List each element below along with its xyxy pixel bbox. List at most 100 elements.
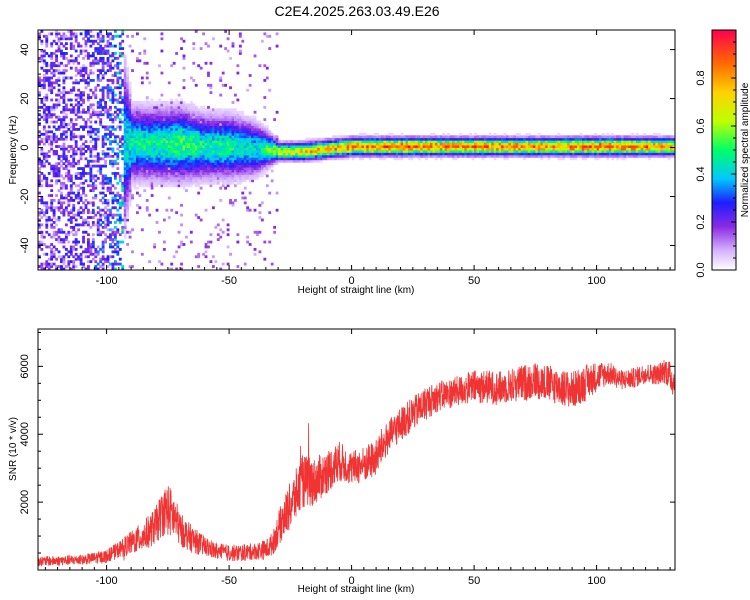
spectrogram-cell	[398, 135, 401, 139]
spectrogram-cell	[243, 152, 247, 156]
spectrogram-cell	[354, 145, 357, 148]
spectrogram-cell	[84, 140, 88, 144]
spectrogram-cell	[64, 154, 68, 158]
spectrogram-cell	[45, 69, 49, 73]
spectrogram-cell	[520, 147, 524, 151]
spectrogram-cell	[40, 233, 44, 237]
spectrogram-cell	[175, 98, 179, 102]
spectrogram-cell	[569, 142, 573, 146]
spectrogram-cell	[187, 169, 191, 173]
spectrogram-cell	[197, 172, 201, 175]
spectrogram-cell	[99, 216, 103, 219]
spectrogram-cell	[185, 164, 188, 168]
spectrogram-cell	[170, 181, 174, 185]
spectrogram-cell	[177, 115, 181, 119]
spectrogram-cell	[155, 164, 159, 168]
spectrogram-cell	[187, 145, 191, 148]
spectrogram-cell	[126, 110, 130, 114]
spectrogram-cell	[106, 152, 110, 156]
spectrogram-cell	[79, 96, 83, 99]
spectrogram-cell	[50, 130, 54, 134]
spectrogram-cell	[79, 145, 83, 148]
spectrogram-cell	[133, 150, 137, 153]
spectrogram-cell	[155, 150, 159, 153]
spectrogram-cell	[314, 137, 318, 141]
spectrogram-cell	[69, 208, 73, 212]
spectrogram-cell	[407, 150, 411, 153]
spectrogram-cell	[363, 147, 367, 151]
spectrogram-cell	[207, 120, 210, 124]
spectrogram-cell	[99, 157, 103, 161]
spectrogram-cell	[172, 140, 176, 144]
spectrogram-cell	[52, 52, 56, 55]
spectrogram-cell	[209, 83, 213, 87]
spectrogram-cell	[383, 137, 387, 141]
spectrogram-cell	[74, 184, 78, 188]
spectrogram-cell	[82, 186, 85, 190]
spectrogram-cell	[57, 198, 61, 202]
spectrogram-cell	[246, 142, 250, 146]
spectrogram-cell	[42, 54, 46, 58]
spectrogram-cell	[40, 66, 44, 70]
spectrogram-cell	[194, 147, 198, 151]
spectrogram-cell	[113, 174, 117, 178]
spectrogram-cell	[545, 142, 548, 146]
spectrogram-cell	[216, 179, 220, 183]
spectrogram-cell	[545, 147, 548, 151]
spectrogram-cell	[273, 137, 277, 141]
spectrogram-cell	[87, 30, 90, 33]
spectrogram-cell	[153, 110, 156, 114]
spectrogram-cell	[45, 61, 49, 65]
spectrogram-cell	[47, 142, 51, 146]
spectrogram-cell	[324, 154, 328, 158]
spectrogram-cell	[55, 120, 58, 124]
spectrogram-cell	[67, 230, 71, 234]
spectrogram-cell	[113, 159, 117, 163]
spectrogram-cell	[133, 110, 137, 114]
spectrogram-cell	[136, 152, 139, 156]
spectrogram-cell	[140, 103, 144, 107]
spectrogram-cell	[162, 152, 166, 156]
spectrogram-cell	[185, 179, 188, 183]
spectrogram-cell	[319, 137, 323, 141]
spectrogram-cell	[155, 152, 159, 156]
spectrogram-cell	[211, 132, 215, 136]
spectrogram-cell	[72, 59, 76, 63]
spectrogram-cell	[143, 167, 147, 170]
spectrogram-cell	[390, 132, 394, 136]
spectrogram-cell	[430, 152, 433, 156]
spectrogram-cell	[175, 105, 179, 109]
spectrogram-cell	[121, 39, 125, 43]
spectrogram-cell	[109, 179, 112, 183]
spectrogram-cell	[133, 145, 137, 148]
spectrogram-cell	[464, 135, 468, 139]
spectrogram-cell	[182, 56, 186, 60]
spectrogram-cell	[91, 64, 95, 68]
spectrogram-cell	[327, 154, 330, 158]
spectrogram-cell	[305, 150, 308, 153]
spectrogram-cell	[138, 159, 142, 163]
spectrogram-cell	[126, 123, 130, 126]
spectrogram-cell	[175, 147, 179, 151]
spectrogram-cell	[312, 159, 316, 163]
spectrogram-cell	[307, 150, 311, 153]
spectrogram-cell	[116, 113, 120, 117]
spectrogram-cell	[60, 123, 63, 126]
spectrogram-cell	[219, 267, 223, 271]
spectrogram-cell	[395, 150, 399, 153]
spectrogram-cell	[278, 154, 281, 158]
spectrogram-cell	[224, 162, 228, 166]
spectrogram-cell	[94, 59, 98, 63]
spectrogram-cell	[292, 142, 296, 146]
spectrogram-cell	[241, 110, 245, 114]
spectrogram-cell	[376, 152, 379, 156]
spectrogram-cell	[82, 78, 85, 82]
spectrogram-cell	[38, 140, 41, 144]
spectrogram-cell	[133, 105, 137, 109]
spectrogram-cell	[109, 233, 112, 237]
spectrogram-cell	[91, 91, 95, 95]
spectrogram-cell	[241, 120, 245, 124]
spectrogram-cell	[486, 147, 490, 151]
spectrogram-cell	[40, 101, 44, 104]
spectrogram-cell	[116, 181, 120, 185]
